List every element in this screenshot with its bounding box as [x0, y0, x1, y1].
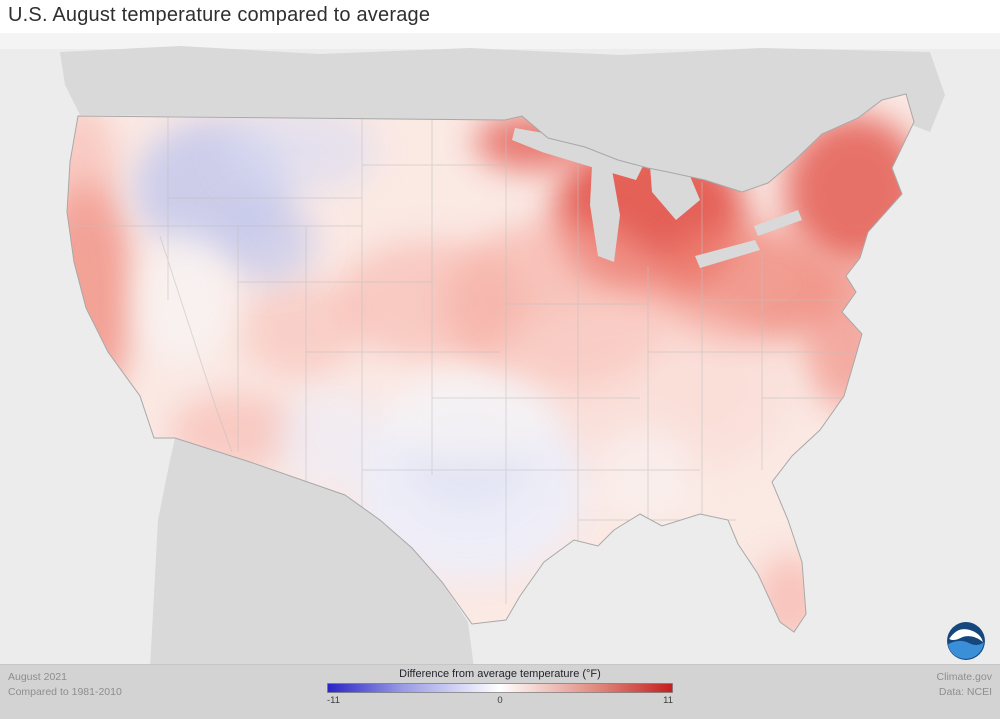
temperature-anomaly-map: [0, 33, 1000, 719]
page-title: U.S. August temperature compared to aver…: [8, 4, 431, 26]
credit-climate-gov: Climate.gov: [936, 671, 992, 683]
footer-bar: August 2021 Compared to 1981-2010 Differ…: [0, 664, 1000, 719]
north-coast-water: [0, 33, 1000, 49]
canada-landmass: [60, 46, 945, 192]
legend-title: Difference from average temperature (°F): [399, 668, 601, 680]
credits-block: Climate.gov Data: NCEI: [937, 670, 992, 699]
legend-tick-min: -11: [327, 695, 341, 706]
legend: Difference from average temperature (°F)…: [327, 668, 673, 707]
legend-tick-max: 11: [663, 695, 673, 706]
us-anomaly-map-svg: [0, 33, 1000, 719]
great-lakes: [512, 128, 802, 268]
state-borders: [70, 116, 860, 604]
map-date: August 2021: [8, 671, 67, 683]
mexico-landmass: [150, 438, 474, 668]
legend-tick-zero: 0: [497, 695, 503, 706]
legend-ticks: -11 0 11: [327, 695, 673, 707]
map-period-block: August 2021 Compared to 1981-2010: [8, 670, 122, 699]
us-outline: [66, 93, 915, 633]
title-bar: U.S. August temperature compared to aver…: [0, 0, 1000, 33]
credit-data-ncei: Data: NCEI: [938, 685, 992, 698]
noaa-logo: [947, 622, 985, 660]
map-baseline: Compared to 1981-2010: [8, 685, 122, 698]
legend-color-bar: [327, 683, 673, 693]
